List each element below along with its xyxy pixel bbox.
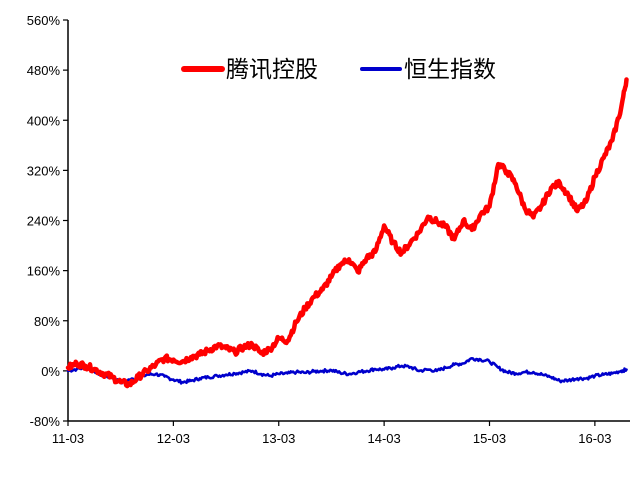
y-tick-label: 320% — [27, 163, 61, 178]
y-tick-label: 480% — [27, 63, 61, 78]
series-layer — [65, 77, 629, 389]
y-tick-label: 560% — [27, 13, 61, 28]
x-axis-ticks: 11-03 12-03 13-03 14-03 15-03 16-03 — [52, 421, 612, 446]
chart-axes — [67, 20, 630, 422]
series-line-hsi — [66, 356, 628, 385]
y-axis-ticks: -80% 0% 80% 160% 240% 320% 400% 480% 560% — [27, 13, 68, 429]
x-tick-label: 13-03 — [262, 431, 295, 446]
y-tick-label: 240% — [27, 214, 61, 229]
x-tick-label: 12-03 — [157, 431, 190, 446]
legend-label: 恒生指数 — [404, 57, 496, 83]
y-tick-label: 400% — [27, 113, 61, 128]
chart-legend: 腾讯控股 恒生指数 — [181, 57, 496, 83]
legend-item-tencent: 腾讯控股 — [181, 57, 318, 83]
y-tick-label: 80% — [34, 314, 60, 329]
series-line-tencent — [65, 77, 629, 389]
y-tick-label: 0% — [41, 364, 60, 379]
x-tick-label: 15-03 — [473, 431, 506, 446]
y-tick-label: -80% — [30, 414, 61, 429]
x-tick-label: 16-03 — [578, 431, 611, 446]
legend-item-hsi: 恒生指数 — [360, 57, 496, 83]
y-tick-label: 160% — [27, 264, 61, 279]
legend-label: 腾讯控股 — [226, 57, 318, 83]
x-tick-label: 11-03 — [52, 431, 84, 446]
x-tick-label: 14-03 — [368, 431, 401, 446]
